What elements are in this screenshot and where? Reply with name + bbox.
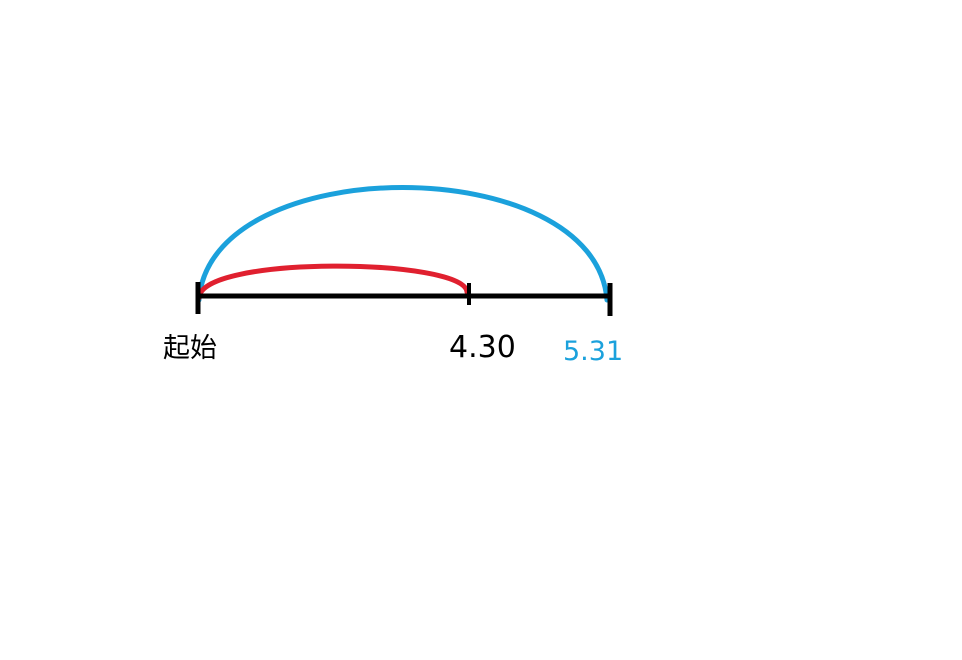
mid-date-label: 4.30 bbox=[449, 330, 516, 365]
start-label: 起始 bbox=[163, 333, 217, 364]
end-date-label: 5.31 bbox=[563, 336, 624, 367]
blue-arc-start-to-end bbox=[196, 185, 610, 303]
red-arc-start-to-mid bbox=[196, 263, 470, 301]
